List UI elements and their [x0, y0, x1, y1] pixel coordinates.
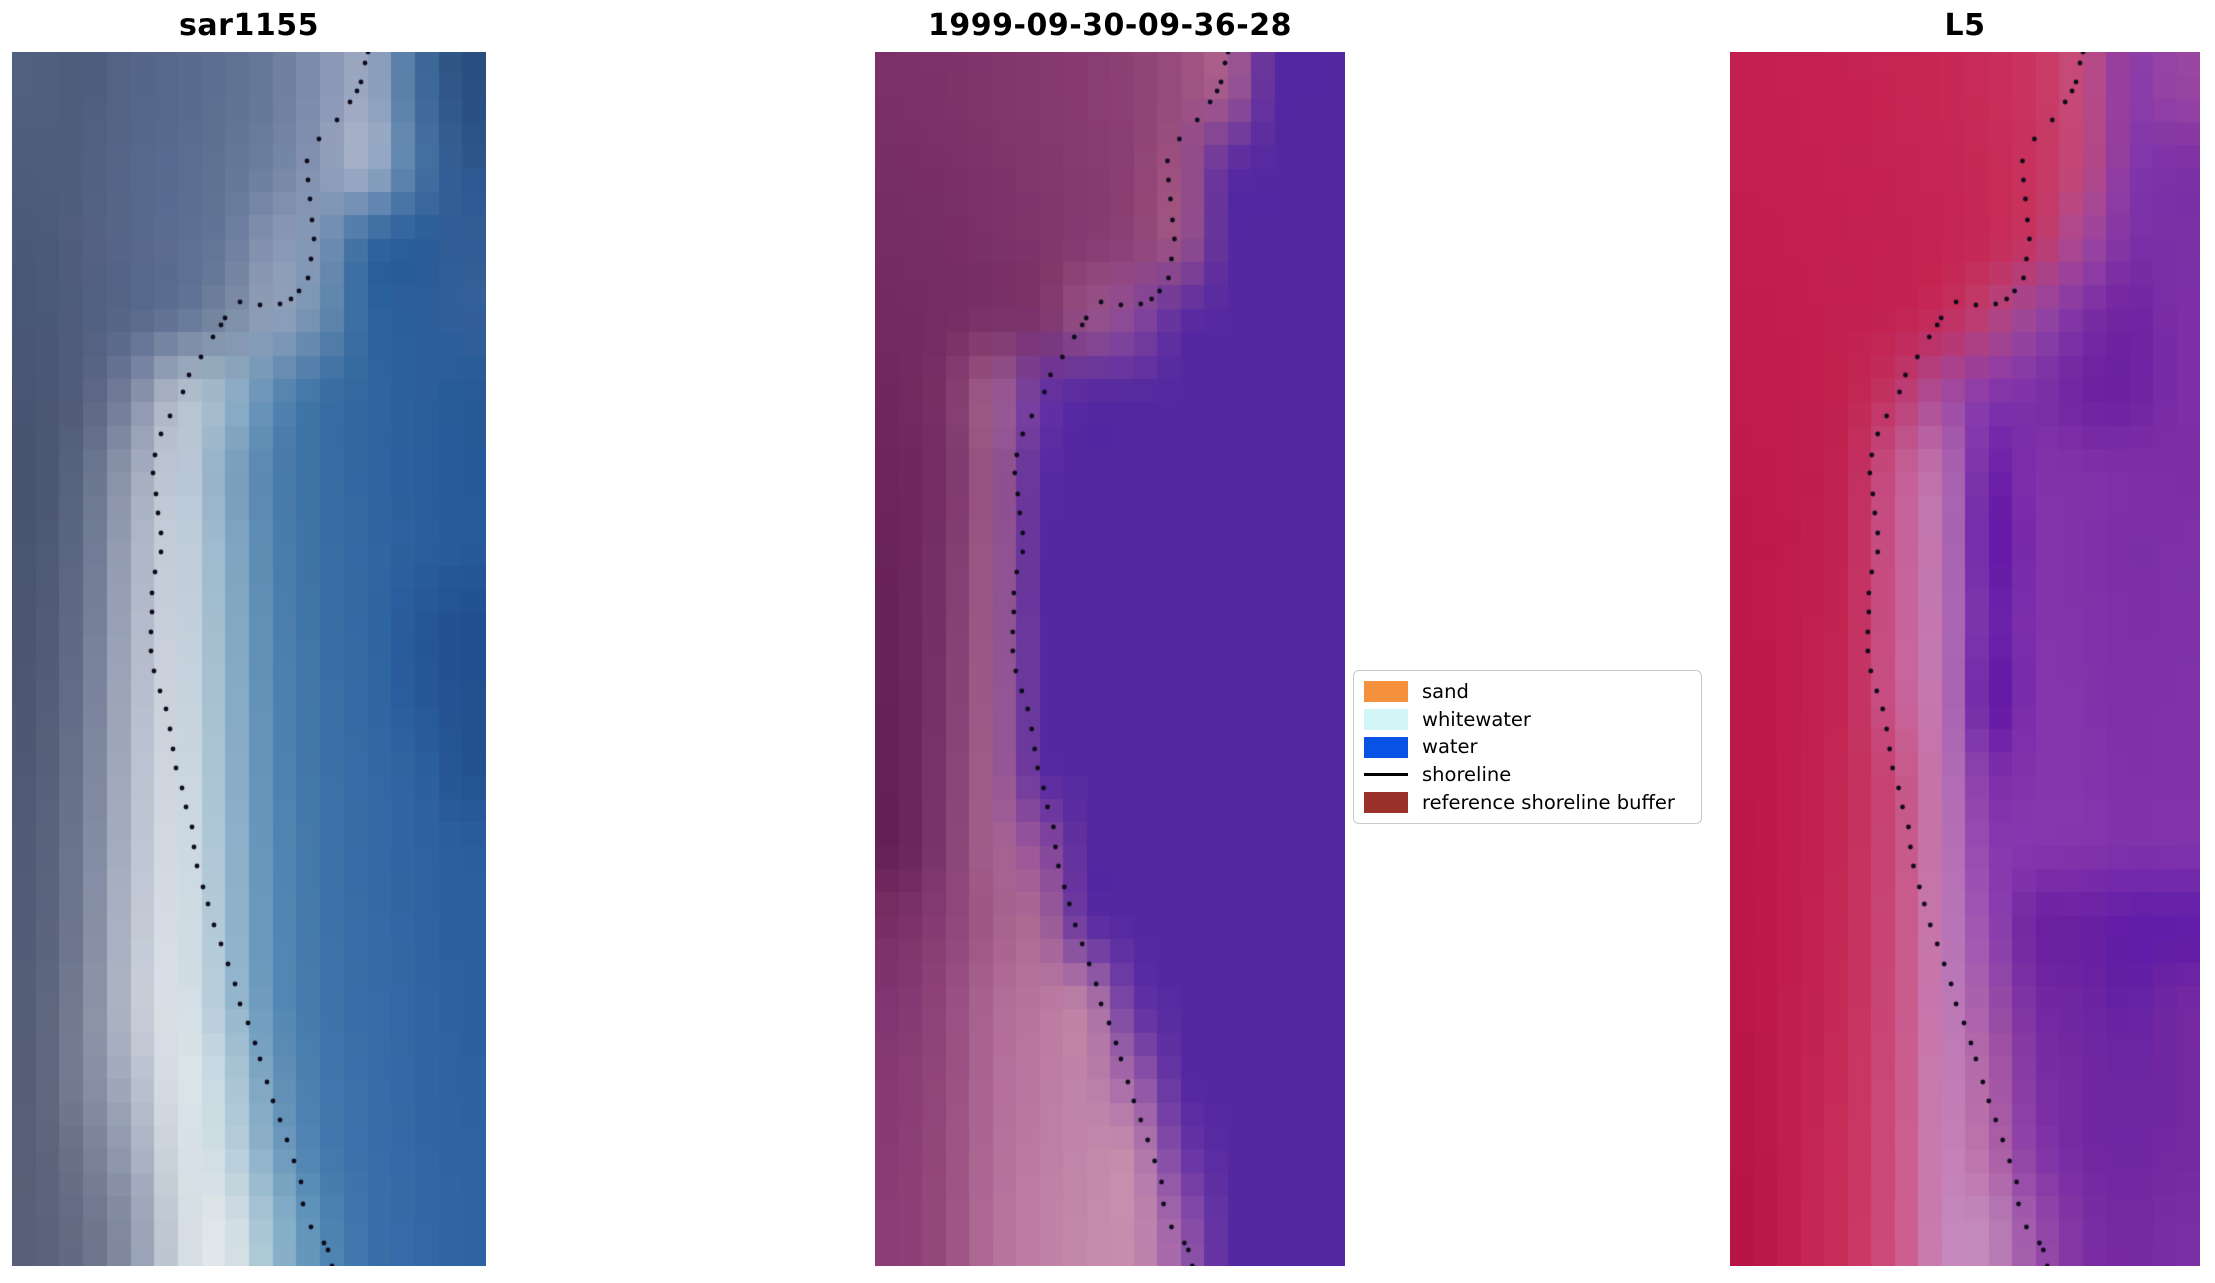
panel-image-classified: [875, 52, 1345, 1266]
legend-label: reference shoreline buffer: [1422, 790, 1675, 814]
legend-color-swatch: [1364, 792, 1408, 813]
panel-title-sar1155: sar1155: [179, 7, 319, 43]
legend-line-swatch: [1364, 773, 1408, 777]
panel-image-sar1155: [12, 52, 486, 1266]
legend-color-swatch: [1364, 736, 1408, 758]
legend-item-sand: sand: [1364, 678, 1691, 705]
legend-color-swatch: [1364, 681, 1408, 702]
panel-image-l5: [1730, 52, 2200, 1266]
legend-item-shoreline: shoreline: [1364, 761, 1691, 788]
legend-label: water: [1422, 735, 1478, 759]
legend-item-whitewater: whitewater: [1364, 706, 1691, 733]
panel-title-timestamp: 1999-09-30-09-36-28: [928, 7, 1292, 43]
legend-label: shoreline: [1422, 763, 1512, 786]
legend-label: whitewater: [1422, 707, 1531, 731]
panel-title-l5: L5: [1944, 7, 1986, 43]
legend-label: sand: [1422, 679, 1469, 703]
legend: sand whitewater water shoreline reference sh…: [1353, 670, 1702, 824]
legend-item-reference-shoreline-buffer: reference shoreline buffer: [1364, 789, 1691, 816]
legend-color-swatch: [1364, 708, 1408, 730]
legend-item-water: water: [1364, 734, 1691, 761]
